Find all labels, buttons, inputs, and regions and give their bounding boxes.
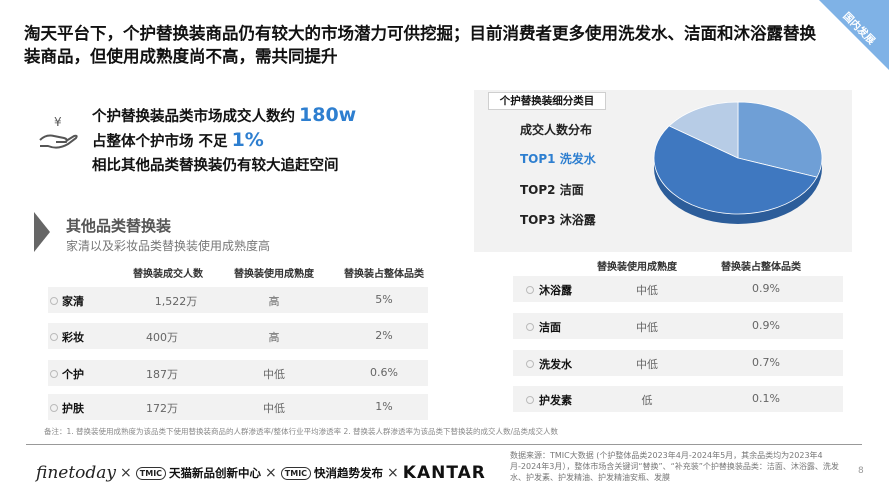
stat-buyers-value: 180w (299, 104, 357, 126)
row-maturity: 高 (268, 295, 280, 308)
kantar-logo: KANTAR (402, 463, 486, 483)
row-category: 彩妆 (50, 331, 84, 344)
table-row: 彩妆 400万 高 2% (48, 323, 428, 349)
row-category: 个护 (50, 368, 84, 381)
stat-share-value: 1% (231, 129, 264, 151)
row-share: 1% (375, 400, 393, 413)
table-row: 护肤 172万 中低 1% (48, 394, 428, 420)
partner-logos: finetoday × TMIC 天猫新品创新中心 × TMIC 快消趋势发布 … (36, 462, 486, 484)
row-maturity: 中低 (636, 284, 658, 297)
data-source-note: 数据来源：TMIC大数据 (个护整体品类2023年4月-2024年5月，其余品类… (510, 451, 839, 482)
tmic-logo-icon: TMIC (280, 466, 312, 480)
tmic-logo-icon: TMIC (135, 466, 167, 480)
row-maturity: 高 (268, 331, 280, 344)
distribution-pie (653, 101, 823, 224)
row-buyers: 1,522万 (154, 295, 198, 308)
section-subtitle: 家清以及彩妆品类替换装使用成熟度高 (66, 239, 271, 253)
top3-label: TOP3 沐浴露 (520, 213, 596, 227)
page-number: 8 (858, 466, 864, 476)
left-col-header-buyers: 替换装成交人数 (133, 269, 203, 280)
left-col-header-maturity: 替换装使用成熟度 (234, 269, 314, 280)
row-category: 洗发水 (526, 358, 572, 371)
table-row: 洁面 中低 0.9% (513, 313, 843, 339)
row-maturity: 低 (641, 394, 653, 407)
row-share: 2% (375, 329, 393, 342)
pie-slice (737, 101, 823, 178)
footer-divider (26, 444, 862, 445)
row-maturity: 中低 (636, 358, 658, 371)
stat-line-3: 相比其他品类替换装仍有较大追赶空间 (92, 158, 339, 174)
section-arrow-icon (34, 212, 50, 252)
stat-line-1-text: 个护替换装品类市场成交人数约 (92, 109, 295, 125)
hand-money-icon: ¥ (39, 115, 78, 149)
times-separator: × (265, 465, 277, 481)
top2-label: TOP2 洁面 (520, 183, 584, 197)
finetoday-logo: finetoday (36, 463, 117, 483)
row-share: 0.9% (752, 319, 780, 332)
row-maturity: 中低 (636, 321, 658, 334)
section-title: 其他品类替换装 (66, 217, 172, 235)
row-share: 0.1% (752, 392, 780, 405)
footnote: 备注：1. 替换装使用成熟度为该品类下使用替换装商品的人群渗透率/整体行业平均渗… (44, 427, 559, 436)
row-category: 家清 (50, 295, 84, 308)
row-category: 沐浴露 (526, 284, 572, 297)
table-row: 洗发水 中低 0.7% (513, 350, 843, 376)
top1-label: TOP1 洗发水 (520, 152, 596, 166)
trend-release-logo: 快消趋势发布 (314, 466, 384, 480)
right-col-header-share: 替换装占整体品类 (721, 262, 801, 273)
corner-badge: 国内发展 (819, 0, 889, 70)
row-category: 洁面 (526, 321, 561, 334)
stat-line-1: 个护替换装品类市场成交人数约 180w (92, 104, 356, 126)
tmic-center-logo: 天猫新品创新中心 (169, 466, 262, 480)
svg-text:¥: ¥ (54, 115, 62, 129)
table-row: 沐浴露 中低 0.9% (513, 276, 843, 302)
subcategory-panel-tag: 个护替换装细分类目 (488, 92, 606, 110)
row-share: 0.9% (752, 282, 780, 295)
row-category: 护发素 (526, 394, 572, 407)
row-maturity: 中低 (263, 368, 285, 381)
page-title: 淘天平台下，个护替换装商品仍有较大的市场潜力可供挖掘；目前消费者更多使用洗发水、… (24, 24, 816, 66)
right-col-header-maturity: 替换装使用成熟度 (597, 262, 677, 273)
row-share: 0.6% (370, 366, 398, 379)
table-row: 个护 187万 中低 0.6% (48, 360, 428, 386)
row-maturity: 中低 (263, 402, 285, 415)
row-buyers: 172万 (146, 402, 178, 415)
row-buyers: 400万 (146, 331, 178, 344)
table-row: 家清 1,522万 高 5% (48, 287, 428, 313)
pie-slice (653, 125, 818, 215)
times-separator: × (387, 465, 399, 481)
row-buyers: 187万 (146, 368, 178, 381)
distribution-label: 成交人数分布 (520, 123, 593, 137)
stat-line-2: 占整体个护市场 不足 1% (92, 129, 264, 151)
row-category: 护肤 (50, 402, 84, 415)
times-separator: × (120, 465, 132, 481)
stat-line-2-text: 占整体个护市场 不足 (92, 134, 228, 150)
left-col-header-share: 替换装占整体品类 (344, 269, 424, 280)
row-share: 0.7% (752, 356, 780, 369)
corner-triangle (819, 0, 889, 70)
pie-slice (668, 101, 739, 159)
table-row: 护发素 低 0.1% (513, 386, 843, 412)
row-share: 5% (375, 293, 393, 306)
